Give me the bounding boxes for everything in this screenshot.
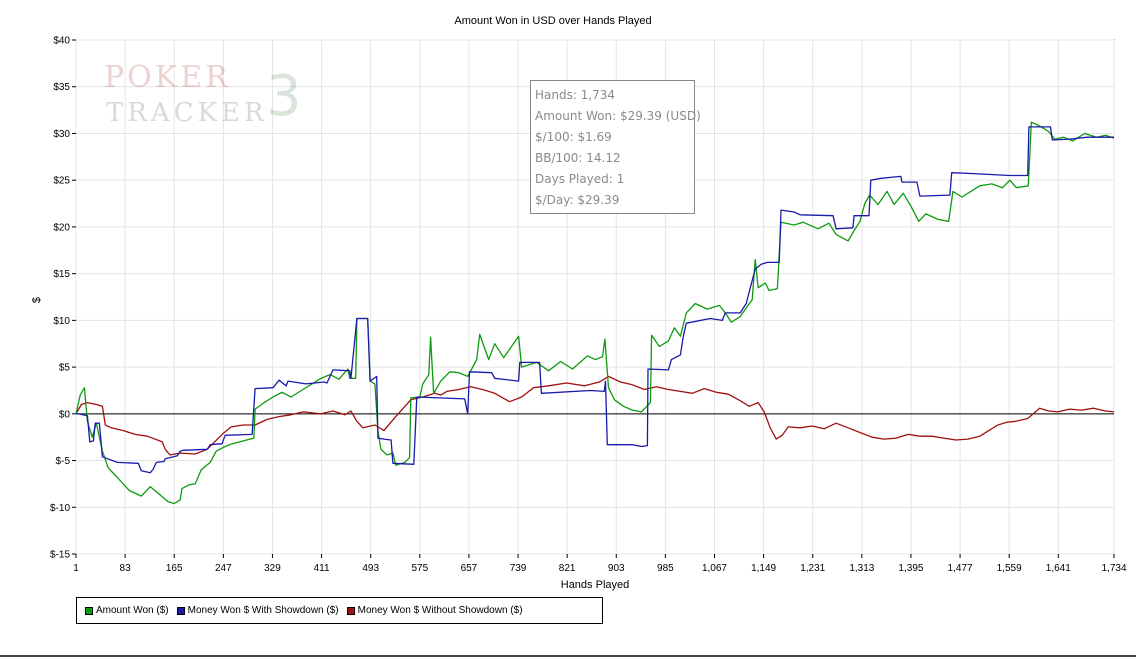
chart-legend: Amount Won ($) Money Won $ With Showdown…: [76, 597, 603, 624]
x-tick-label: 1,231: [800, 563, 825, 574]
legend-item-without-showdown[interactable]: Money Won $ Without Showdown ($): [346, 605, 523, 616]
x-axis-title: Hands Played: [561, 579, 630, 591]
y-tick-label: $0: [59, 409, 71, 420]
x-tick-label: 903: [608, 563, 625, 574]
x-tick-label: 1,313: [849, 563, 874, 574]
x-tick-label: 657: [461, 563, 478, 574]
y-tick-label: $15: [53, 269, 70, 280]
stats-tooltip: Hands: 1,734 Amount Won: $29.39 (USD) $/…: [530, 80, 701, 214]
x-tick-label: 1,559: [997, 563, 1022, 574]
x-tick-label: 411: [314, 563, 330, 574]
series-line-2: [75, 375, 1115, 456]
x-tick-label: 1,149: [751, 563, 776, 574]
y-tick-label: $25: [53, 176, 70, 187]
legend-label: Money Won $ With Showdown ($): [187, 605, 339, 616]
y-tick-label: $5: [59, 363, 71, 374]
tooltip-hands: Hands: 1,734: [535, 88, 616, 102]
x-tick-label: 1,477: [948, 563, 973, 574]
y-tick-label: $40: [53, 36, 70, 47]
logo-text-top: POKER: [104, 60, 231, 95]
x-tick-label: 493: [362, 563, 379, 574]
y-tick-label: $30: [53, 129, 70, 140]
y-tick-label: $-10: [50, 503, 70, 514]
grid: [75, 39, 1115, 555]
series-line-0: [75, 121, 1115, 505]
y-tick-label: $10: [53, 316, 70, 327]
logo-text-bottom: TRACKER: [106, 98, 268, 128]
x-tick-label: 739: [510, 563, 527, 574]
chart-title: Amount Won in USD over Hands Played: [454, 15, 651, 27]
tooltip-days-played: Days Played: 1: [535, 172, 625, 186]
tooltip-per-100: $/100: $1.69: [535, 130, 612, 144]
legend-swatch: [176, 606, 185, 615]
series-lines: [75, 121, 1115, 505]
legend-swatch: [346, 606, 355, 615]
legend-swatch: [85, 606, 93, 615]
legend-item-amount-won[interactable]: Amount Won ($): [85, 605, 169, 616]
x-tick-label: 575: [411, 563, 428, 574]
x-tick-label: 247: [215, 563, 232, 574]
legend-item-with-showdown[interactable]: Money Won $ With Showdown ($): [176, 605, 339, 616]
x-tick-label: 1,395: [898, 563, 923, 574]
tooltip-bb-100: BB/100: 14.12: [535, 151, 621, 165]
x-tick-label: 329: [264, 563, 281, 574]
series-line-1: [76, 126, 1114, 474]
x-tick-label: 821: [559, 563, 576, 574]
tooltip-per-day: $/Day: $29.39: [535, 193, 620, 207]
x-tick-label: 1,067: [702, 563, 727, 574]
x-tick-label: 985: [657, 563, 674, 574]
pokertracker-logo: POKER TRACKER 3: [98, 58, 308, 133]
x-tick-label: 1: [73, 563, 79, 574]
x-tick-label: 165: [166, 563, 183, 574]
legend-label: Amount Won ($): [96, 605, 169, 616]
y-tick-label: $-5: [56, 456, 71, 467]
x-tick-label: 83: [120, 563, 132, 574]
y-tick-label: $-15: [50, 550, 70, 561]
x-tick-label: 1,641: [1046, 563, 1071, 574]
legend-label: Money Won $ Without Showdown ($): [357, 605, 523, 616]
y-axis-title: $: [31, 297, 43, 303]
x-tick-label: 1,734: [1101, 563, 1126, 574]
axis-ticks: $-15 $-10 $-5 $0 $5 $10 $15 $20 $25 $30 $35 $40 1 83 1…: [50, 36, 1127, 575]
y-tick-label: $35: [53, 82, 70, 93]
logo-number: 3: [266, 64, 302, 129]
y-tick-label: $20: [53, 222, 70, 233]
tooltip-amount-won: Amount Won: $29.39 (USD): [535, 109, 701, 123]
